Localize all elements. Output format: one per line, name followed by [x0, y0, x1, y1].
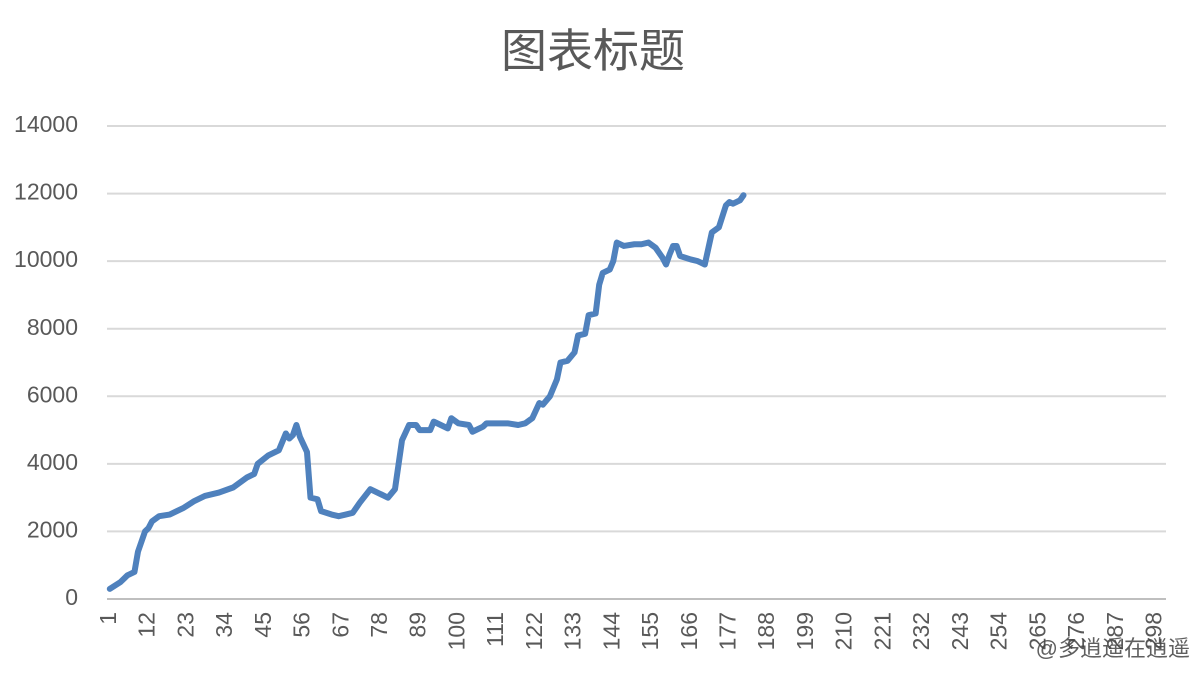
x-tick-label: 111 — [482, 612, 508, 647]
x-tick-label: 155 — [637, 612, 663, 650]
line-series — [106, 192, 747, 592]
x-tick-label: 100 — [443, 612, 469, 650]
x-tick-label: 56 — [289, 612, 315, 638]
y-tick-label: 10000 — [14, 246, 78, 272]
x-tick-label: 67 — [327, 612, 353, 638]
x-tick-label: 210 — [831, 612, 857, 650]
x-tick-label: 265 — [1024, 612, 1050, 650]
x-tick-label: 254 — [986, 612, 1012, 651]
x-tick-label: 1 — [95, 612, 121, 625]
y-tick-label: 14000 — [14, 111, 78, 137]
x-tick-label: 177 — [715, 612, 741, 650]
y-tick-label: 6000 — [27, 381, 78, 407]
x-tick-label: 89 — [405, 612, 431, 638]
y-tick-label: 0 — [65, 584, 78, 610]
x-tick-label: 243 — [947, 612, 973, 650]
x-tick-label: 122 — [521, 612, 547, 650]
y-tick-label: 4000 — [27, 449, 78, 475]
x-tick-label: 45 — [250, 612, 276, 638]
watermark: @多逍遥在逍遥 — [1036, 636, 1190, 661]
x-tick-label: 23 — [172, 612, 198, 638]
x-tick-label: 34 — [211, 612, 237, 638]
chart-title: 图表标题 — [501, 25, 685, 77]
x-tick-label: 221 — [869, 612, 895, 650]
y-tick-label: 12000 — [14, 179, 78, 205]
y-tick-label: 8000 — [27, 314, 78, 340]
x-tick-label: 298 — [1141, 612, 1167, 650]
x-tick-label: 166 — [676, 612, 702, 650]
y-tick-label: 2000 — [27, 517, 78, 543]
x-tick-label: 144 — [598, 612, 624, 651]
x-tick-label: 133 — [560, 612, 586, 650]
x-tick-label: 188 — [753, 612, 779, 650]
x-tick-label: 12 — [134, 612, 160, 638]
x-tick-label: 232 — [908, 612, 934, 650]
x-tick-label: 287 — [1102, 612, 1128, 650]
x-tick-label: 276 — [1063, 612, 1089, 650]
x-tick-label: 199 — [792, 612, 818, 650]
x-tick-label: 78 — [366, 612, 392, 638]
